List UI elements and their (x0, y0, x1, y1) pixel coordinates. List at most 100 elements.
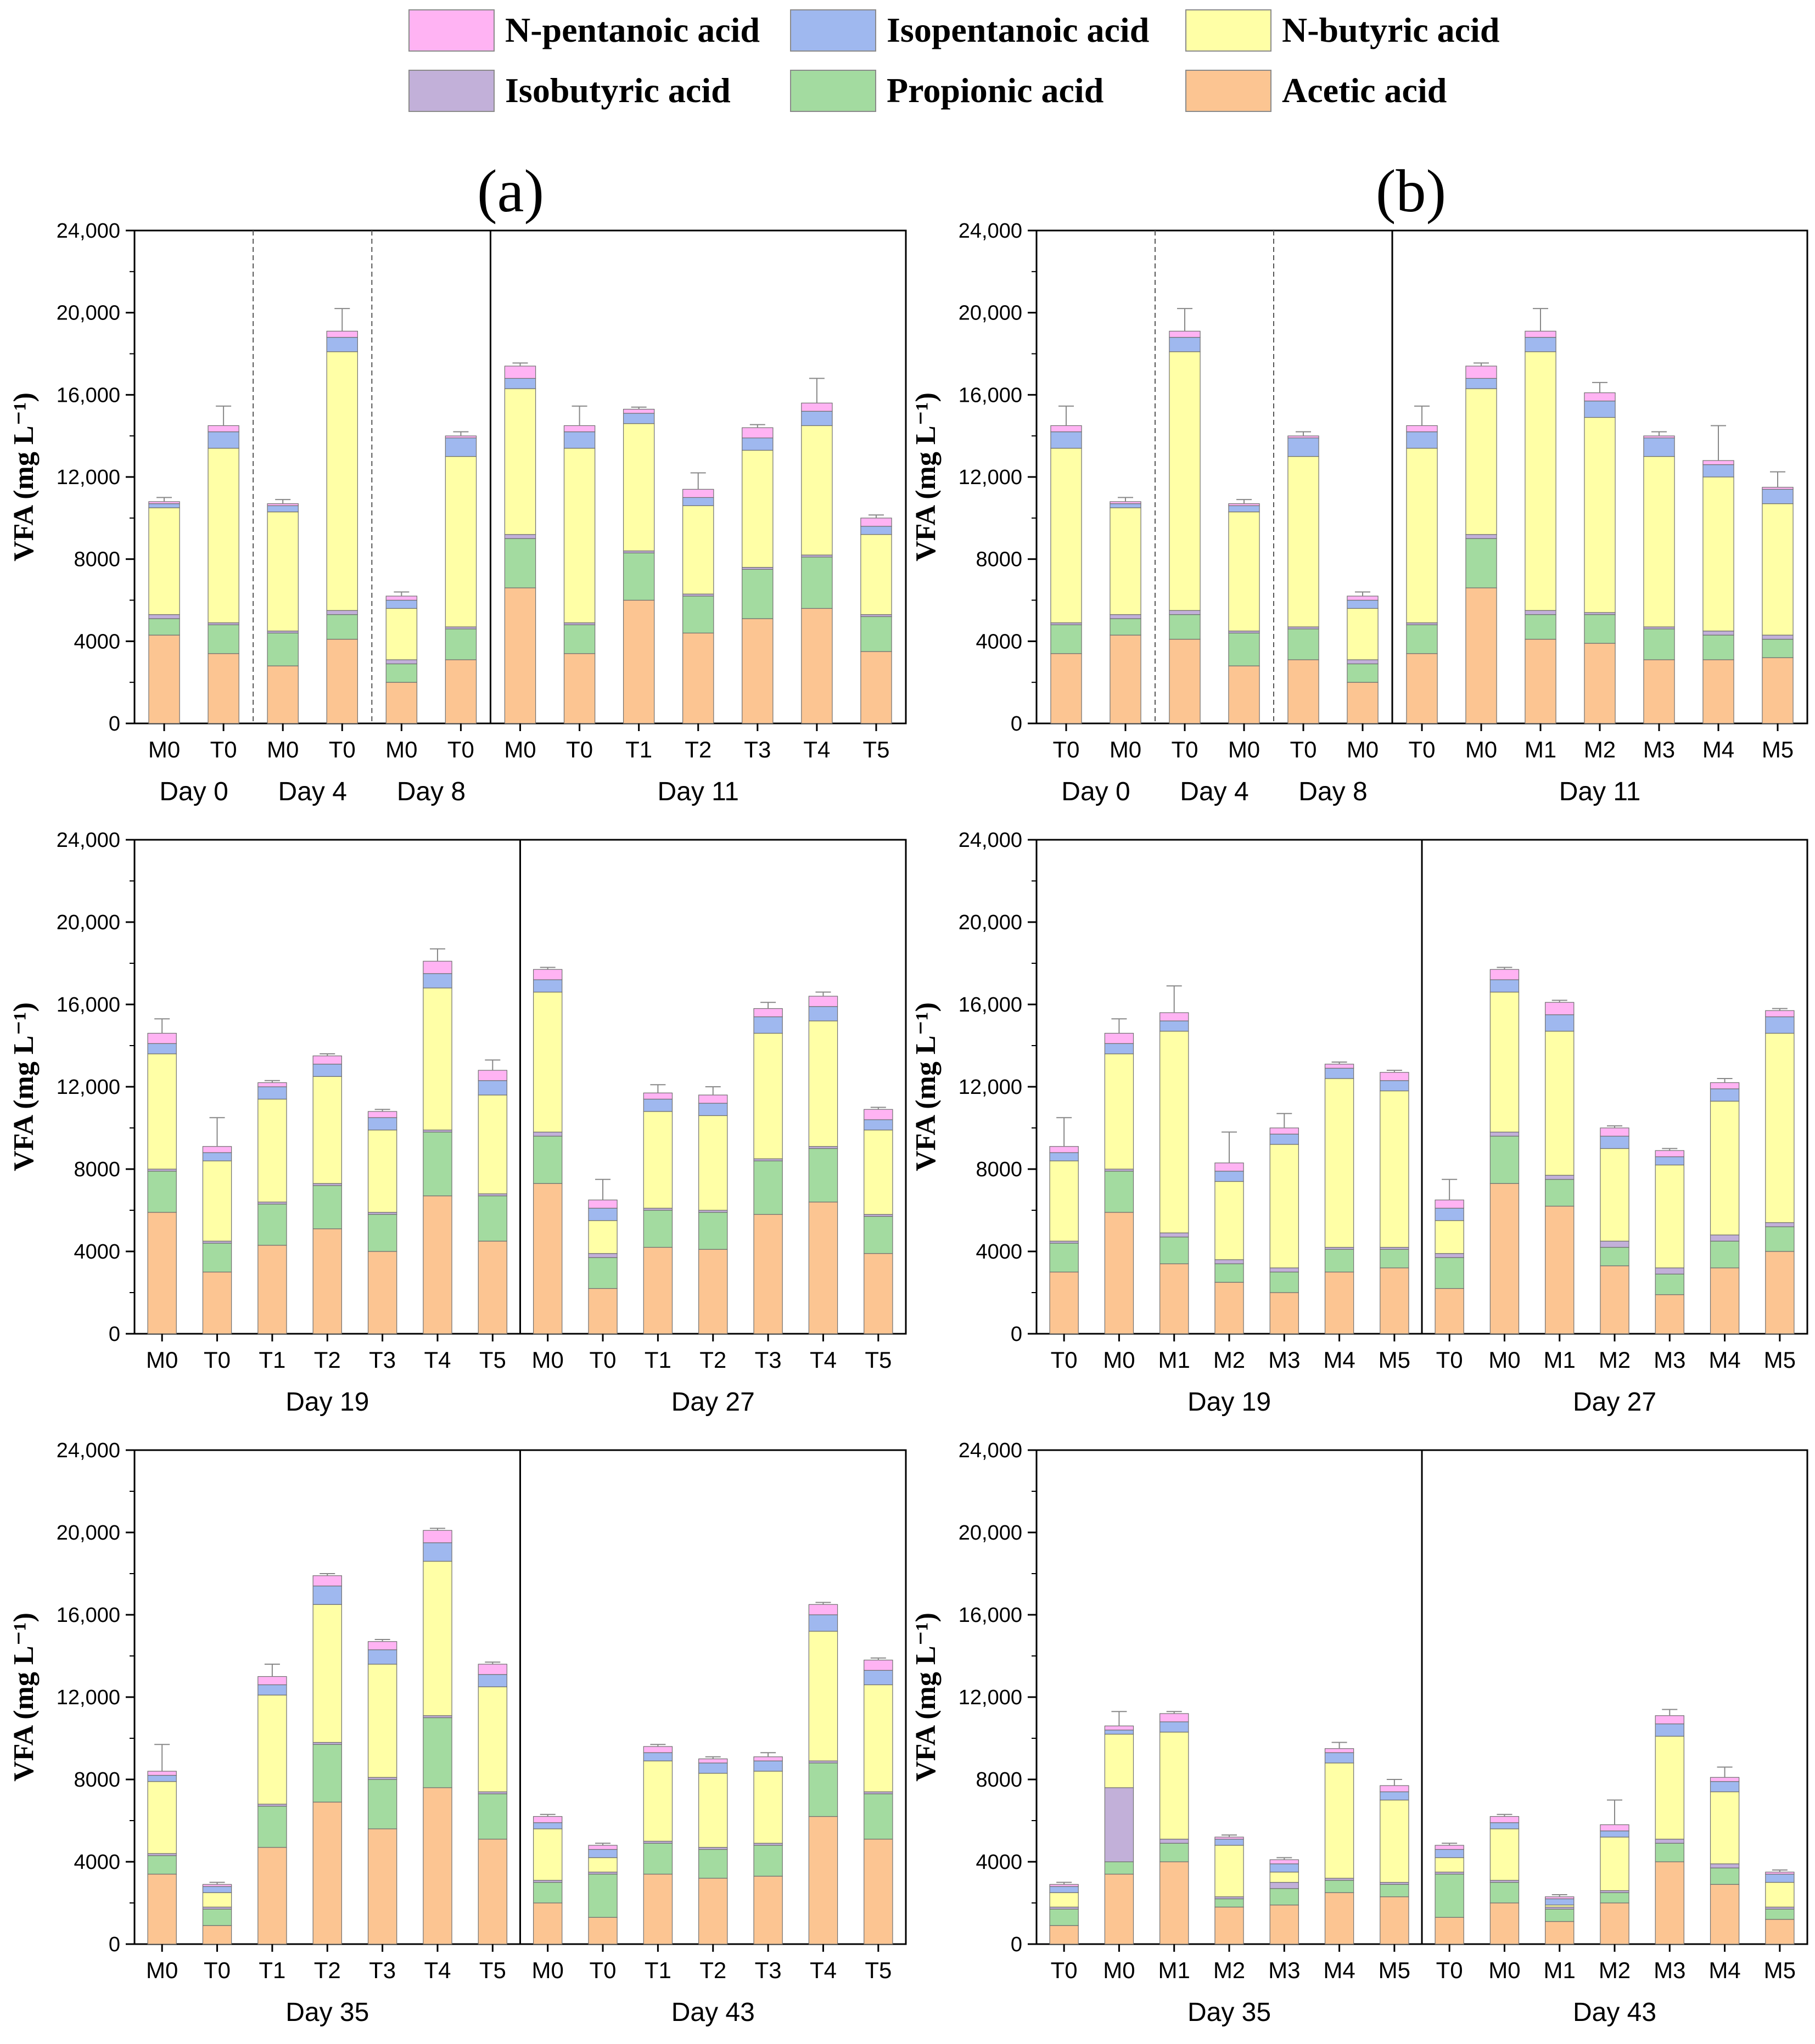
bar-segment-isopentanoic-acid (312, 1064, 342, 1077)
legend: N-pentanoic acid Isopentanoic acid N-butyr… (408, 9, 1499, 112)
bar-segment-isobutyric-acid (1545, 1175, 1575, 1180)
bar-segment-isopentanoic-acid (1269, 1863, 1299, 1873)
bar-segment-isopentanoic-acid (698, 1103, 728, 1116)
bar-segment-isopentanoic-acid (1600, 1136, 1629, 1149)
x-tick-label: T2 (314, 1957, 341, 1983)
stacked-bar (504, 362, 536, 724)
bar-segment-acetic-acid (478, 1240, 508, 1334)
bar-segment-n-butyric-acid (1600, 1148, 1629, 1242)
y-axis-title: VFA (mg L⁻¹) (910, 1613, 942, 1782)
group-label: Day 8 (397, 777, 466, 806)
bar-segment-n-pentanoic-acid (801, 402, 833, 412)
legend-label-n-butyric-acid: N-butyric acid (1282, 10, 1499, 49)
bar-segment-n-butyric-acid (698, 1115, 728, 1211)
bar-segment-propionic-acid (326, 614, 358, 640)
bar-segment-n-butyric-acid (860, 534, 892, 615)
bar-segment-propionic-acid (864, 1793, 893, 1840)
bar-segment-isobutyric-acid (1159, 1232, 1189, 1238)
bar-segment-acetic-acid (808, 1816, 838, 1945)
y-tick-label: 8000 (74, 1768, 120, 1792)
bar-segment-acetic-acid (742, 618, 774, 724)
bar-segment-propionic-acid (423, 1717, 452, 1788)
stacked-bar (1465, 362, 1497, 724)
bar-segment-isopentanoic-acid (698, 1762, 728, 1774)
bar-segment-propionic-acid (1104, 1861, 1134, 1875)
bar-segment-n-butyric-acid (1380, 1090, 1409, 1248)
bar-segment-isopentanoic-acid (208, 431, 239, 449)
bar-segment-isopentanoic-acid (1159, 1020, 1189, 1032)
stacked-bar (623, 406, 655, 724)
x-tick-label: T5 (865, 1957, 892, 1983)
bar-segment-n-pentanoic-acid (1159, 1012, 1189, 1021)
bar-segment-isopentanoic-acid (1435, 1208, 1464, 1221)
legend-label-isobutyric-acid: Isobutyric acid (505, 71, 731, 110)
bar-segment-propionic-acid (1655, 1273, 1684, 1295)
x-tick-label: M0 (1228, 737, 1260, 762)
bar-segment-propionic-acid (1643, 628, 1675, 660)
y-tick-label: 0 (109, 712, 120, 735)
bar-segment-isopentanoic-acid (367, 1117, 397, 1131)
bar-segment-acetic-acid (1600, 1265, 1629, 1334)
stacked-bar (1228, 499, 1260, 724)
bar-segment-n-butyric-acid (864, 1130, 893, 1215)
bar-segment-isobutyric-acid (1435, 1253, 1464, 1258)
bar-segment-acetic-acid (367, 1251, 397, 1334)
bar-segment-propionic-acid (1762, 638, 1794, 658)
bar-segment-isopentanoic-acid (1525, 336, 1556, 352)
legend-swatch-isopentanoic-acid (790, 9, 876, 52)
bar-segment-acetic-acid (147, 1212, 177, 1334)
bar-segment-n-pentanoic-acid (1406, 425, 1438, 433)
bar-segment-isobutyric-acid (1655, 1839, 1684, 1844)
x-tick-label: T0 (590, 1957, 617, 1983)
bar-segment-isobutyric-acid (1655, 1267, 1684, 1274)
y-tick-label: 24,000 (57, 1439, 120, 1462)
bar-segment-acetic-acid (148, 634, 180, 724)
stacked-bar (147, 1018, 177, 1334)
group-label: Day 19 (285, 1388, 369, 1417)
bar-segment-acetic-acid (698, 1249, 728, 1334)
y-tick-label: 8000 (976, 1768, 1022, 1792)
bar-segment-n-pentanoic-acid (208, 425, 239, 433)
bar-segment-n-pentanoic-acid (148, 501, 180, 504)
stacked-bar (588, 1843, 618, 1945)
bar-segment-n-pentanoic-acid (1287, 435, 1319, 439)
bar-segment-isopentanoic-acid (1489, 979, 1520, 993)
bar-segment-n-butyric-acid (1324, 1078, 1354, 1248)
x-tick-label: T4 (810, 1347, 837, 1373)
bar-segment-acetic-acid (682, 632, 714, 724)
bar-segment-n-butyric-acid (478, 1686, 508, 1793)
bar-segment-isopentanoic-acid (1287, 437, 1319, 457)
y-tick-label: 0 (109, 1323, 120, 1346)
bar-segment-n-butyric-acid (257, 1098, 287, 1203)
bar-segment-n-pentanoic-acid (367, 1641, 397, 1650)
stacked-bar (864, 1107, 893, 1334)
bar-segment-propionic-acid (1050, 624, 1082, 654)
bar-segment-isobutyric-acid (385, 659, 418, 665)
bar-segment-isopentanoic-acid (267, 505, 299, 513)
bar-segment-acetic-acid (1347, 682, 1379, 724)
bar-segment-n-pentanoic-acid (588, 1199, 618, 1209)
bar-segment-propionic-acid (1489, 1136, 1520, 1184)
x-tick-label: M4 (1708, 1957, 1740, 1983)
y-tick-label: 0 (1011, 712, 1022, 735)
x-tick-label: M0 (1103, 1957, 1135, 1983)
stacked-bar (1159, 1711, 1189, 1945)
x-tick-label: M0 (531, 1957, 563, 1983)
y-tick-label: 4000 (74, 1851, 120, 1874)
legend-label-isopentanoic-acid: Isopentanoic acid (887, 10, 1149, 49)
bar-segment-isopentanoic-acid (533, 979, 563, 993)
bar-segment-n-pentanoic-acid (1435, 1845, 1464, 1850)
x-tick-label: M5 (1764, 1957, 1796, 1983)
bar-segment-isopentanoic-acid (1702, 464, 1734, 478)
stacked-bar (257, 1080, 287, 1334)
stacked-bar (698, 1756, 728, 1945)
x-tick-label: T3 (369, 1347, 396, 1373)
stacked-bar (1159, 985, 1189, 1334)
stacked-bar (588, 1178, 618, 1334)
panel-a-row-3: 0 4000 8000 12,000 16,000 20,000 24,000 VFA (mg… (8, 1439, 907, 2027)
bar-segment-acetic-acid (643, 1246, 673, 1334)
bar-segment-isobutyric-acid (1762, 634, 1794, 640)
stacked-bar (1049, 1882, 1079, 1945)
bar-segment-isobutyric-acid (1710, 1234, 1740, 1242)
